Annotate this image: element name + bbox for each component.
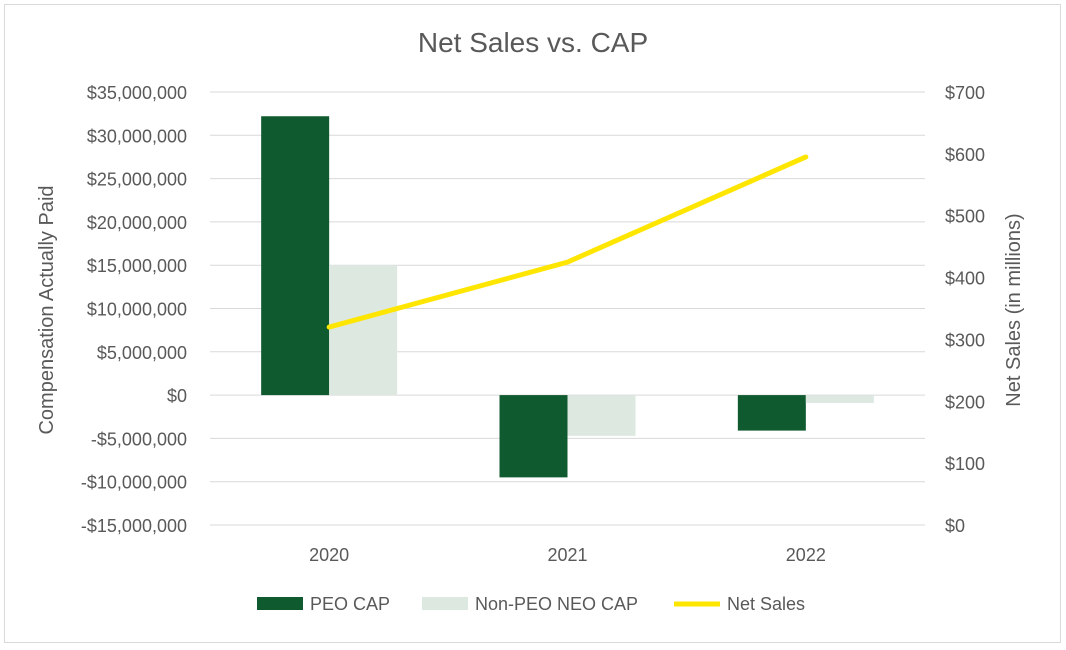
legend-swatch-non-peo-neo-cap — [422, 597, 468, 610]
right-axis-ticks: $700 $600 $500 $400 $300 $200 $100 $0 — [945, 83, 985, 536]
right-tick-label: $100 — [945, 454, 985, 474]
bar-peo-cap-2020 — [261, 116, 330, 396]
right-axis-title: Net Sales (in millions) — [1003, 213, 1025, 406]
x-axis-labels: 2020 2021 2022 — [309, 545, 826, 565]
chart-frame — [4, 4, 1061, 643]
legend: PEO CAP Non-PEO NEO CAP Net Sales — [257, 594, 805, 614]
left-tick-label: -$5,000,000 — [91, 429, 187, 449]
right-tick-label: $600 — [945, 145, 985, 165]
left-tick-label: $35,000,000 — [87, 83, 187, 103]
bar-non-peo-neo-cap-2020 — [329, 265, 398, 396]
left-axis-title: Compensation Actually Paid — [36, 185, 58, 434]
left-tick-label: $0 — [167, 386, 187, 406]
left-tick-label: $30,000,000 — [87, 126, 187, 146]
legend-swatch-peo-cap — [257, 597, 303, 610]
bar-group — [261, 116, 874, 478]
right-tick-label: $200 — [945, 392, 985, 412]
legend-label-net-sales: Net Sales — [727, 594, 805, 614]
chart-title: Net Sales vs. CAP — [418, 27, 648, 58]
left-tick-label: $20,000,000 — [87, 213, 187, 233]
left-axis-ticks: $35,000,000 $30,000,000 $25,000,000 $20,000… — [81, 83, 187, 536]
left-tick-label: -$15,000,000 — [81, 516, 187, 536]
right-tick-label: $500 — [945, 207, 985, 227]
bar-peo-cap-2022 — [737, 395, 806, 431]
x-tick-label: 2020 — [309, 545, 349, 565]
right-tick-label: $700 — [945, 83, 985, 103]
series-line-net-sales — [326, 154, 809, 330]
x-tick-label: 2021 — [547, 545, 587, 565]
x-tick-label: 2022 — [786, 545, 826, 565]
right-tick-label: $400 — [945, 269, 985, 289]
left-tick-label: $5,000,000 — [97, 343, 187, 363]
bar-non-peo-neo-cap-2022 — [805, 395, 874, 403]
legend-label-peo-cap: PEO CAP — [310, 594, 390, 614]
left-tick-label: $15,000,000 — [87, 256, 187, 276]
line-group — [326, 154, 809, 330]
right-tick-label: $300 — [945, 330, 985, 350]
right-tick-label: $0 — [945, 516, 965, 536]
legend-label-non-peo-neo-cap: Non-PEO NEO CAP — [475, 594, 638, 614]
left-tick-label: $25,000,000 — [87, 170, 187, 190]
bar-peo-cap-2021 — [499, 395, 568, 478]
left-tick-label: $10,000,000 — [87, 300, 187, 320]
left-tick-label: -$10,000,000 — [81, 473, 187, 493]
bar-non-peo-neo-cap-2021 — [567, 395, 636, 436]
